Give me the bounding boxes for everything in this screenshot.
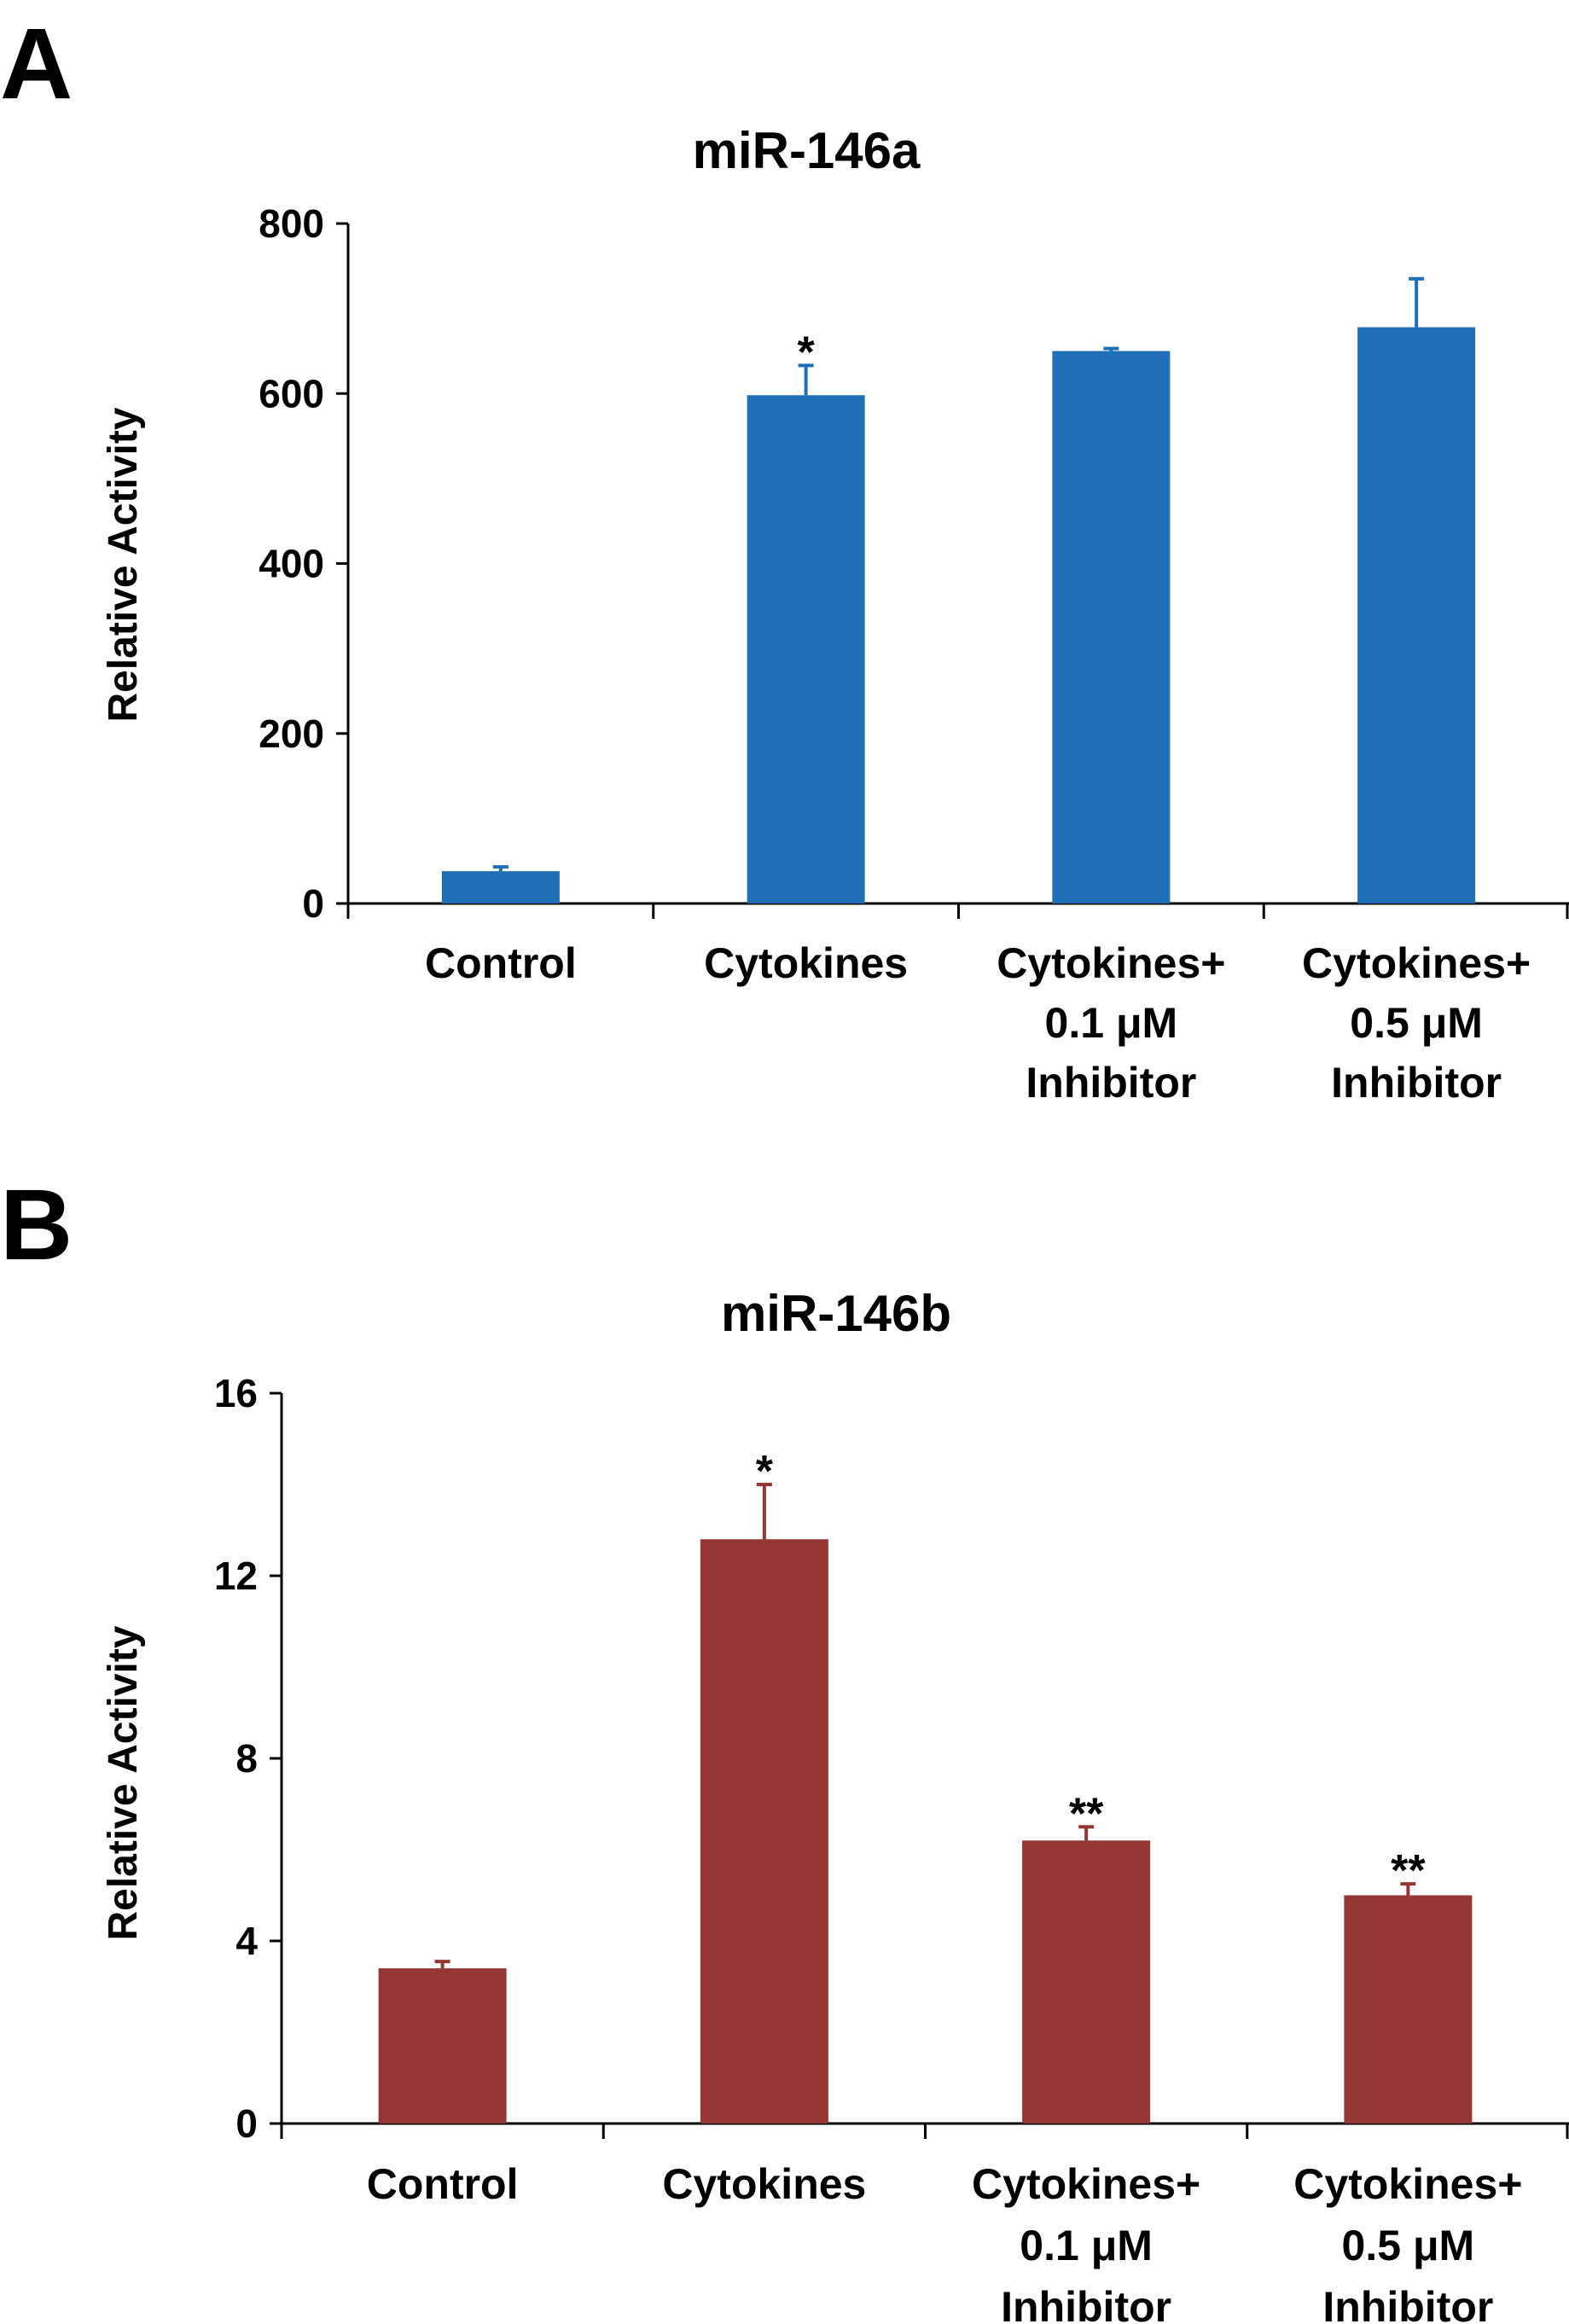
y-tick-label-a: 0: [302, 881, 324, 926]
y-tick-label-a: 400: [259, 542, 324, 586]
category-label-b-0: Control: [367, 2160, 519, 2208]
y-tick-label-b: 4: [235, 1919, 258, 1963]
category-label-b-3: Inhibitor: [1322, 2283, 1493, 2324]
significance-label-a-1: *: [798, 328, 816, 377]
panel-a: A miR-146a Relative Activity 0 200 400 600 8…: [0, 8, 1569, 1107]
bar-a-2: [1052, 351, 1171, 903]
chart-title-a: miR-146a: [693, 122, 921, 179]
bar-a-1: [747, 395, 865, 903]
y-tick-label-a: 600: [259, 371, 324, 415]
significance-label-b-2: **: [1069, 1789, 1104, 1839]
category-label-b-1: Cytokines: [662, 2160, 866, 2208]
plot-area-a: 0 200 400 600 800 Control * Cytokines Cytokines+…: [259, 201, 1569, 1107]
panel-b: B miR-146b Relative Activity 0 4 8 12 16 Cont…: [0, 1169, 1569, 2324]
category-label-a-3: 0.5 μM: [1350, 999, 1483, 1047]
category-label-b-3: Cytokines+: [1293, 2160, 1522, 2208]
bar-b-0: [378, 1968, 507, 2124]
y-axis-title-a: Relative Activity: [101, 407, 146, 722]
y-tick-label-b: 16: [214, 1371, 258, 1415]
category-label-a-2: Cytokines+: [997, 939, 1225, 987]
bar-a-3: [1357, 327, 1476, 904]
category-label-a-1: Cytokines: [704, 939, 908, 987]
significance-label-b-3: **: [1391, 1846, 1426, 1896]
bar-a-0: [441, 871, 560, 903]
bar-b-3: [1344, 1895, 1473, 2124]
plot-area-b: 0 4 8 12 16 Control * Cytokines ** Cytokines+ 0.1 …: [214, 1371, 1569, 2324]
panel-letter-b: B: [0, 1169, 73, 1281]
category-label-b-3: 0.5 μM: [1342, 2222, 1475, 2269]
category-label-a-0: Control: [425, 939, 577, 987]
category-label-a-3: Inhibitor: [1331, 1059, 1502, 1107]
category-label-b-2: Cytokines+: [972, 2160, 1200, 2208]
y-tick-label-a: 800: [259, 201, 324, 246]
chart-title-b: miR-146b: [721, 1285, 951, 1342]
y-axis-title-b: Relative Activity: [101, 1625, 146, 1940]
bar-b-1: [700, 1539, 828, 2124]
category-label-a-2: Inhibitor: [1026, 1059, 1196, 1107]
category-label-a-3: Cytokines+: [1302, 939, 1531, 987]
category-label-a-2: 0.1 μM: [1045, 999, 1178, 1047]
y-tick-label-b: 0: [235, 2101, 258, 2146]
y-tick-label-a: 200: [259, 712, 324, 756]
bar-b-2: [1022, 1840, 1151, 2124]
y-tick-label-b: 8: [235, 1736, 258, 1781]
category-label-b-2: 0.1 μM: [1020, 2222, 1153, 2269]
significance-label-b-1: *: [756, 1447, 774, 1496]
category-label-b-2: Inhibitor: [1001, 2283, 1171, 2324]
y-tick-label-b: 12: [214, 1554, 258, 1598]
panel-letter-a: A: [0, 8, 73, 120]
